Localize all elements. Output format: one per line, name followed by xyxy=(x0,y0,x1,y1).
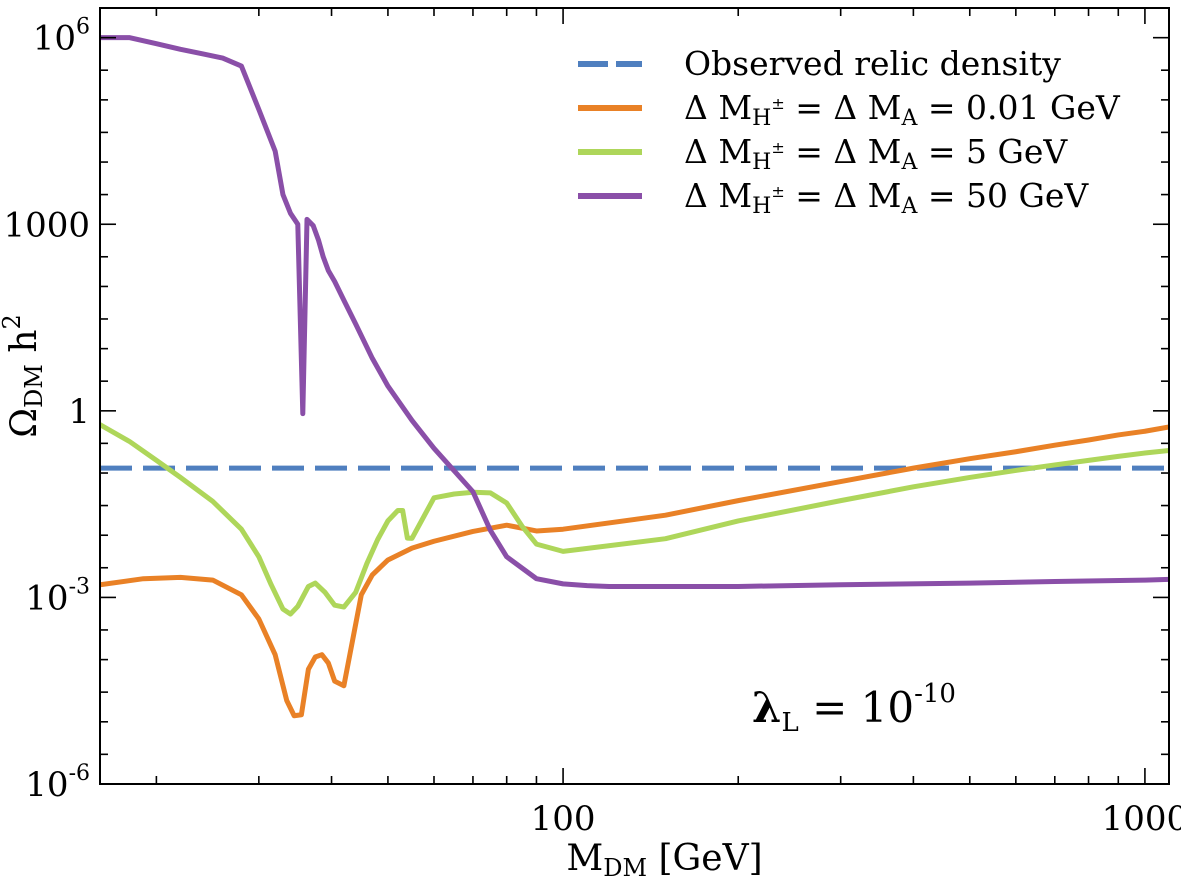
y-axis-label: ΩDM h2 xyxy=(0,314,48,438)
y-tick-label: 1 xyxy=(68,392,90,432)
legend-label: Observed relic density xyxy=(684,44,1061,83)
plot-border xyxy=(99,7,1170,785)
series-layer xyxy=(100,35,1169,719)
series-line-dm001 xyxy=(100,424,1169,719)
tick-labels: 100 1000 106 1000 1 10-3 10-6 xyxy=(3,15,1181,839)
lambda-annotation: λL = 10-10 xyxy=(752,679,956,738)
y-tick-label: 1000 xyxy=(3,205,90,245)
x-tick-label: 1000 xyxy=(1102,799,1181,839)
legend-item-observed: Observed relic density xyxy=(578,44,1061,83)
legend-label: Δ MH± = Δ MA = 50 GeV xyxy=(684,176,1089,219)
y-tick-label: 106 xyxy=(33,15,90,59)
series-line-dm5 xyxy=(100,422,1169,617)
x-tick-label: 100 xyxy=(531,799,596,839)
y-tick-label: 10-6 xyxy=(25,761,90,805)
legend-label: Δ MH± = Δ MA = 0.01 GeV xyxy=(684,88,1121,131)
legend-item-dm5: Δ MH± = Δ MA = 5 GeV xyxy=(578,132,1068,175)
legend-item-dm001: Δ MH± = Δ MA = 0.01 GeV xyxy=(578,88,1121,131)
legend-item-dm50: Δ MH± = Δ MA = 50 GeV xyxy=(578,176,1089,219)
legend-label: Δ MH± = Δ MA = 5 GeV xyxy=(684,132,1068,175)
series-line-dm50 xyxy=(100,35,1169,589)
axis-ticks xyxy=(100,7,1169,785)
legend: Observed relic density Δ MH± = Δ MA = 0.0… xyxy=(578,44,1121,219)
x-axis-label: MDM [GeV] xyxy=(566,838,762,882)
y-tick-label: 10-3 xyxy=(25,574,90,618)
plot-frame xyxy=(99,7,1170,785)
